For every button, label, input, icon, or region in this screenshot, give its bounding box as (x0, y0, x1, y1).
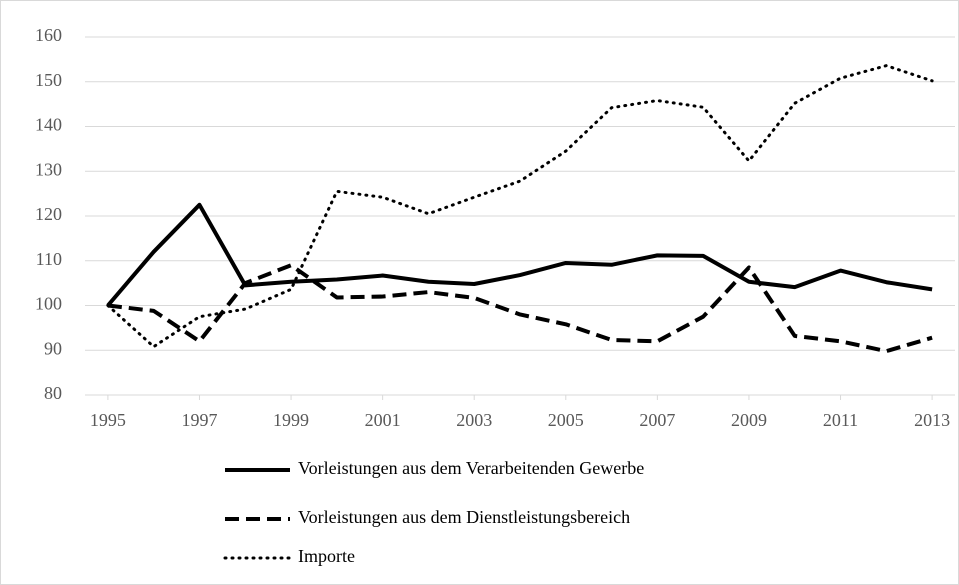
legend-label: Vorleistungen aus dem Verarbeitenden Gew… (298, 458, 644, 478)
y-tick-label: 100 (35, 294, 62, 314)
series-line (107, 263, 933, 354)
x-tick-label: 2011 (823, 410, 858, 430)
legend-label: Vorleistungen aus dem Dienstleistungsber… (298, 507, 630, 527)
x-tick-label: 1997 (181, 410, 217, 430)
y-tick-label: 110 (36, 249, 62, 269)
x-tick-label: 2003 (456, 410, 492, 430)
x-tick-label: 2005 (548, 410, 584, 430)
y-tick-label: 120 (35, 204, 62, 224)
y-tick-label: 150 (35, 70, 62, 90)
x-tick-label: 1995 (90, 410, 126, 430)
y-tick-label: 160 (35, 25, 62, 45)
y-tick-label: 80 (44, 383, 62, 403)
y-tick-label: 90 (44, 338, 62, 358)
legend-label: Importe (298, 546, 355, 566)
y-tick-label: 130 (35, 159, 62, 179)
x-tick-label: 2007 (639, 410, 675, 430)
x-tick-label: 2001 (365, 410, 401, 430)
series-line (106, 64, 934, 349)
x-tick-label: 2013 (914, 410, 950, 430)
x-tick-label: 2009 (731, 410, 767, 430)
y-tick-label: 140 (35, 115, 62, 135)
x-tick-label: 1999 (273, 410, 309, 430)
